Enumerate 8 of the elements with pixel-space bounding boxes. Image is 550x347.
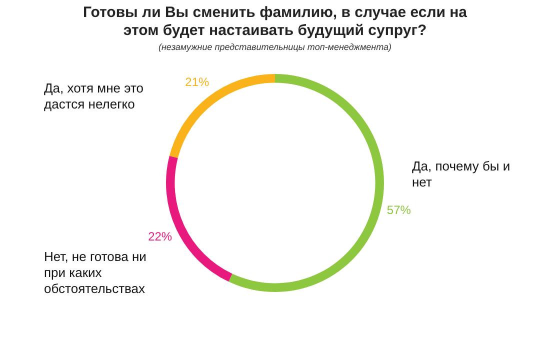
slice-label: Да, почему бы и нет	[412, 158, 510, 190]
slice-label: Да, хотя мне это дастся нелегко	[44, 80, 144, 112]
data-label: 57%	[386, 203, 412, 218]
data-label: 22%	[148, 229, 172, 244]
chart-subtitle: (незамужние представительницы топ-менеджмента)	[157, 42, 393, 52]
data-label: 21%	[185, 74, 210, 89]
slice-label: Нет, не готова ни при каких обстоятельствах	[44, 248, 146, 296]
chart-title: Готовы ли Вы сменить фамилию, в случае если на этом будет настаивать будущий супруг?	[82, 4, 468, 40]
